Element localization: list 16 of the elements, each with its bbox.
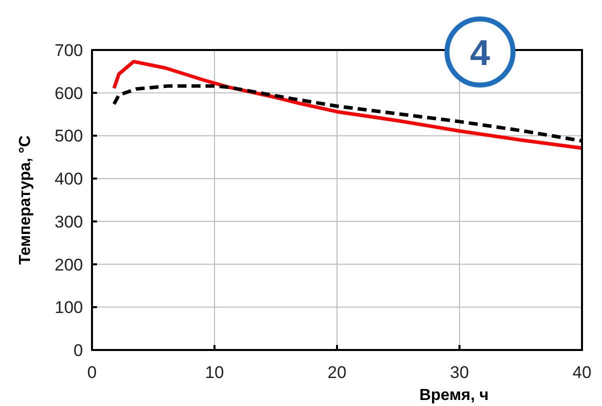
y-tick-label: 600 xyxy=(54,84,83,103)
annotation: 4 xyxy=(470,32,490,73)
x-tick-label: 10 xyxy=(205,363,224,382)
x-tick-label: 0 xyxy=(87,363,97,382)
x-tick-label: 20 xyxy=(328,363,346,382)
y-tick-label: 700 xyxy=(54,41,83,60)
y-tick-label: 100 xyxy=(54,298,83,318)
x-tick-label: 40 xyxy=(572,363,592,382)
y-axis-title: Температура, °C xyxy=(17,134,34,265)
y-tick-label: 0 xyxy=(74,341,83,360)
y-tick-label: 200 xyxy=(54,255,83,274)
x-tick-label: 30 xyxy=(450,363,469,382)
y-tick-label: 500 xyxy=(54,126,83,146)
y-tick-label: 300 xyxy=(54,212,83,232)
y-tick-label: 400 xyxy=(54,170,83,189)
x-axis-title: Время, ч xyxy=(419,387,489,404)
